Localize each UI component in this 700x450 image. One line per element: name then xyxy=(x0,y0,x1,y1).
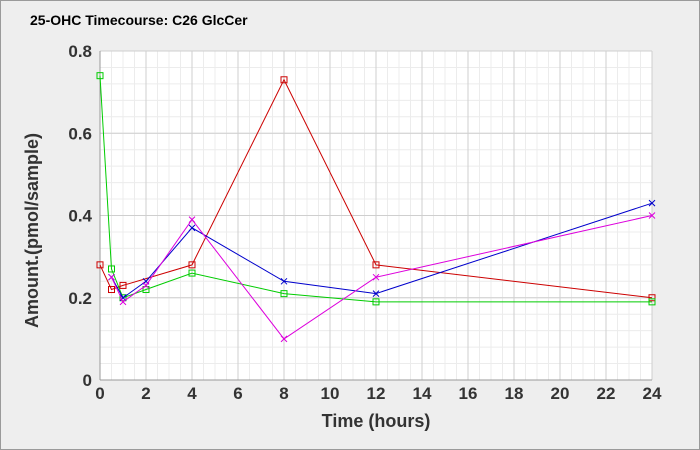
x-tick-label: 12 xyxy=(367,384,386,403)
x-tick-label: 2 xyxy=(141,384,150,403)
y-tick-label: 0.8 xyxy=(68,42,92,61)
x-tick-label: 18 xyxy=(505,384,524,403)
data-point xyxy=(119,281,127,289)
data-point xyxy=(372,298,380,306)
data-point xyxy=(119,298,127,306)
data-point xyxy=(188,261,196,269)
data-point xyxy=(648,212,656,219)
series-line-1 xyxy=(99,78,653,299)
x-axis-label: Time (hours) xyxy=(322,411,431,431)
data-point xyxy=(142,286,150,294)
x-tick-label: 24 xyxy=(643,384,662,403)
data-point xyxy=(280,335,288,343)
y-tick-label: 0 xyxy=(83,371,92,390)
data-point xyxy=(108,273,115,281)
data-point xyxy=(188,224,196,232)
y-axis-label: Amount.(pmol/sample) xyxy=(22,133,42,328)
x-tick-label: 4 xyxy=(187,384,197,403)
data-point xyxy=(108,286,115,294)
x-tick-label: 0 xyxy=(95,384,104,403)
y-tick-label: 0.2 xyxy=(68,289,92,308)
data-point xyxy=(372,273,380,281)
data-point xyxy=(188,216,196,223)
data-point xyxy=(648,294,656,302)
data-point xyxy=(372,290,380,297)
data-point xyxy=(280,76,288,84)
x-tick-label: 14 xyxy=(413,384,432,403)
series-line-2 xyxy=(99,75,652,303)
data-point xyxy=(142,282,150,289)
y-tick-label: 0.4 xyxy=(68,207,92,226)
chart-title: 25-OHC Timecourse: C26 GlcCer xyxy=(30,12,248,28)
data-point xyxy=(648,199,656,207)
data-point xyxy=(96,261,104,269)
x-tick-label: 8 xyxy=(279,384,288,403)
data-point xyxy=(648,298,656,306)
data-point xyxy=(280,290,288,298)
data-point xyxy=(96,72,104,80)
x-tick-label: 10 xyxy=(321,384,340,403)
x-tick-label: 22 xyxy=(597,384,616,403)
data-point xyxy=(372,261,380,269)
data-point xyxy=(188,269,196,277)
data-point xyxy=(108,265,115,273)
x-tick-label: 16 xyxy=(459,384,478,403)
data-point xyxy=(280,277,288,285)
x-tick-label: 6 xyxy=(233,384,242,403)
y-tick-label: 0.6 xyxy=(68,124,92,143)
x-tick-label: 20 xyxy=(551,384,570,403)
